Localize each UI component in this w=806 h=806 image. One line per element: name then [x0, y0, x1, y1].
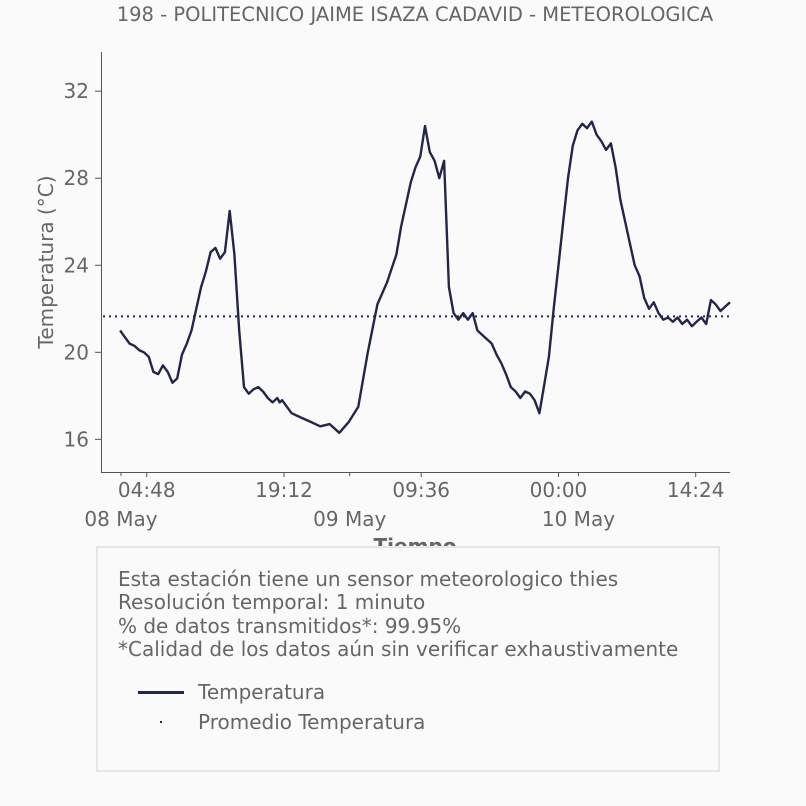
y-tick-label: 32	[64, 79, 89, 103]
x-tick-label: 04:48	[118, 478, 176, 502]
y-axis-label: Temperatura (°C)	[34, 175, 58, 349]
y-tick-label: 16	[64, 427, 89, 451]
legend-label-promedio: Promedio Temperatura	[198, 710, 426, 734]
legend-label-temperatura: Temperatura	[198, 680, 326, 704]
x-tick-label: 09:36	[392, 478, 450, 502]
legend-item-promedio: Promedio Temperatura	[138, 710, 425, 734]
y-tick-label: 24	[64, 253, 89, 277]
info-resolution-text: Resolución temporal: 1 minuto	[118, 590, 426, 615]
x-tick-label: 19:12	[255, 478, 313, 502]
info-sensor-text: Esta estación tiene un sensor meteorolog…	[118, 567, 619, 591]
info-transmitted-text: % de datos transmitidos*: 99.95%	[118, 613, 462, 638]
y-tick-label: 20	[64, 340, 89, 364]
x-tick-label: 14:24	[667, 478, 725, 502]
x-tick-label: 00:00	[530, 478, 588, 502]
legend-item-temperatura: Temperatura	[138, 680, 325, 704]
info-panel: Esta estación tiene un sensor meteorolog…	[96, 546, 720, 772]
x-date-label: 10 May	[542, 507, 615, 531]
legend-line-swatch	[138, 680, 184, 704]
x-date-label: 08 May	[84, 507, 157, 531]
y-tick-label: 28	[64, 166, 89, 190]
temperature-series-line	[119, 120, 731, 434]
legend-dot-swatch	[138, 710, 184, 734]
x-date-label: 09 May	[313, 507, 386, 531]
info-quality-note: *Calidad de los datos aún sin verificar …	[118, 637, 679, 662]
chart-title: 198 - POLITECNICO JAIME ISAZA CADAVID - …	[117, 3, 714, 26]
